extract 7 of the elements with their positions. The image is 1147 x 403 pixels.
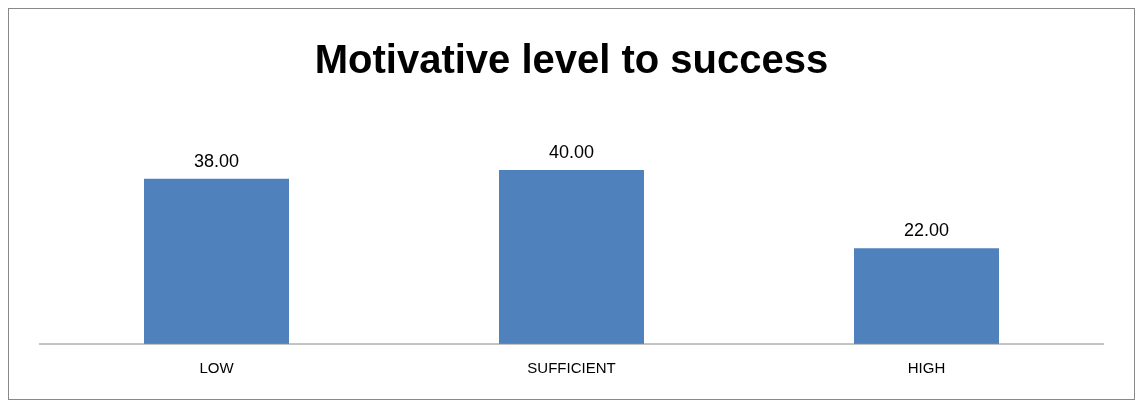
data-label: 38.00 [193, 150, 240, 171]
x-tick-label: HIGH [907, 358, 946, 376]
x-tick-label: LOW [199, 358, 235, 376]
data-label: 40.00 [548, 142, 595, 162]
chart-title: Motivative level to success [313, 35, 830, 83]
data-label: 22.00 [903, 220, 950, 241]
x-tick-label: SUFFICIENT [527, 358, 616, 376]
